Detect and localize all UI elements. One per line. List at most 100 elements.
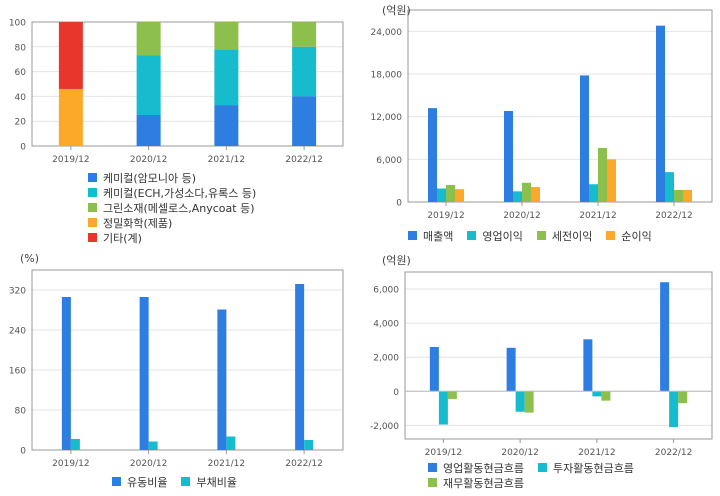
ratios-ytick-label: 160 xyxy=(9,367,26,377)
composition-ytick-label: 0 xyxy=(20,143,26,153)
income-bar-세전이익 xyxy=(674,189,683,202)
cashflow-frame xyxy=(404,271,713,440)
income-bar-영업이익 xyxy=(665,172,674,202)
cashflow-legend-item: 투자활동현금흐름 xyxy=(537,460,634,475)
ratios-xtick-label: 2019/12 xyxy=(52,459,89,469)
income-bar-순이익 xyxy=(607,159,616,202)
ratio-chart-plot: 0 80 160 240 320 2019/12 2020/12 2021/12 2022/12 xyxy=(9,269,344,469)
composition-xtick-label: 2022/12 xyxy=(285,155,322,165)
composition-ytick-label: 20 xyxy=(15,118,27,128)
cashflow-chart-plot: -2,000 0 2,000 4,000 6,000 2019/12 2020/12 2021… xyxy=(370,271,713,458)
ratios-ytick-label: 240 xyxy=(9,327,26,337)
income-ytick-label: 24,000 xyxy=(371,28,403,38)
income-bar-순이익 xyxy=(683,189,692,202)
ratios-legend-label: 부채비율 xyxy=(196,475,237,489)
composition-bar-그린소재-메셀로스-anycoat-등 xyxy=(292,22,317,47)
composition-bar-기타-계 xyxy=(58,22,83,89)
cashflow-bar-투자활동현금흐름 xyxy=(438,391,448,425)
income-bar-세전이익 xyxy=(446,184,455,202)
composition-bar-그린소재-메셀로스-anycoat-등 xyxy=(214,22,239,50)
composition-legend-label: 케미컬(암모니아 등) xyxy=(103,171,197,185)
cashflow-legend-label: 재무활동현금흐름 xyxy=(443,476,524,490)
cashflow-ytick-label: 0 xyxy=(393,388,399,398)
income-unit-label: (억원) xyxy=(382,4,411,17)
income-legend-item: 세전이익 xyxy=(536,228,593,243)
cashflow-chart: (억원) -2,000 0 2,000 4,000 6,000 2019/12 2020/1… xyxy=(360,250,720,496)
income-legend: 매출액 영업이익 세전이익 순이익 xyxy=(408,228,666,243)
income-bar-영업이익 xyxy=(437,188,446,202)
composition-legend-item: 케미컬(암모니아 등) xyxy=(88,170,256,185)
ratios-bar-부채비율 xyxy=(148,441,158,450)
cashflow-xtick-label: 2022/12 xyxy=(655,448,692,458)
composition-bar-케미컬-ech-가성소다-유록스-등 xyxy=(292,46,317,97)
income-xtick-label: 2021/12 xyxy=(579,211,616,221)
cashflow-bar-재무활동현금흐름 xyxy=(524,391,534,413)
income-bar-매출액 xyxy=(504,110,513,202)
composition-bar-케미컬-ech-가성소다-유록스-등 xyxy=(214,49,239,106)
income-bar-세전이익 xyxy=(522,182,531,202)
income-chart: (억원) 0 6,000 12,000 18,000 24,000 2019/12 2020… xyxy=(360,0,720,250)
income-xtick-label: 2022/12 xyxy=(655,211,692,221)
income-legend-label: 순이익 xyxy=(621,229,652,243)
ratios-bar-부채비율 xyxy=(304,440,314,450)
ratios-xtick-label: 2022/12 xyxy=(285,459,322,469)
composition-ytick-label: 80 xyxy=(15,43,27,53)
ratio-unit-label: (%) xyxy=(20,252,40,265)
income-legend-label: 세전이익 xyxy=(551,229,593,243)
composition-bar-정밀화학-제품 xyxy=(58,88,83,146)
income-xtick-label: 2020/12 xyxy=(503,211,540,221)
ratios-legend-swatch xyxy=(181,477,191,486)
ratios-bar-유동비율 xyxy=(61,297,71,450)
ratios-legend-swatch xyxy=(112,477,121,486)
income-ytick-label: 6,000 xyxy=(376,156,402,166)
income-ytick-label: 12,000 xyxy=(371,113,403,123)
income-legend-label: 영업이익 xyxy=(482,229,523,243)
composition-ytick-label: 40 xyxy=(15,93,27,103)
ratio-chart: (%) 0 80 160 240 320 2019/12 2020/12 2021/12 202… xyxy=(0,250,360,496)
composition-ytick-label: 100 xyxy=(9,19,26,29)
composition-chart-plot: 0 20 40 60 80 100 2019/12 2020/12 2021/12 2022/12 xyxy=(9,19,344,165)
income-ytick-label: 0 xyxy=(396,199,402,209)
income-legend-item: 영업이익 xyxy=(467,228,523,243)
income-legend-item: 순이익 xyxy=(606,228,652,243)
ratios-legend-label: 유동비율 xyxy=(127,475,168,489)
composition-xtick-label: 2020/12 xyxy=(130,155,167,165)
income-bar-순이익 xyxy=(531,187,540,202)
cashflow-ytick-label: 4,000 xyxy=(373,320,399,330)
cashflow-legend-item: 재무활동현금흐름 xyxy=(428,475,524,490)
composition-legend: 케미컬(암모니아 등) 케미컬(ECH,가성소다,유록스 등) 그린소재(메셀로스,… xyxy=(88,170,256,245)
ratios-bar-유동비율 xyxy=(139,297,149,450)
ratios-bar-부채비율 xyxy=(226,436,236,450)
income-bar-영업이익 xyxy=(589,184,598,202)
composition-bar-케미컬-암모니아-등 xyxy=(214,105,239,146)
ratios-ytick-label: 80 xyxy=(15,407,27,417)
ratios-bar-유동비율 xyxy=(217,309,227,450)
ratios-xtick-label: 2020/12 xyxy=(130,459,167,469)
ratios-ytick-label: 320 xyxy=(9,287,26,297)
cashflow-legend-swatch xyxy=(428,478,437,487)
composition-bar-케미컬-ech-가성소다-유록스-등 xyxy=(136,55,161,115)
cashflow-bar-투자활동현금흐름 xyxy=(669,391,679,428)
ratios-legend-item: 부채비율 xyxy=(181,474,237,489)
ratios-bar-부채비율 xyxy=(70,439,80,450)
composition-legend-label: 기타(계) xyxy=(103,231,142,245)
composition-legend-swatch xyxy=(88,233,97,242)
income-legend-swatch xyxy=(408,231,417,240)
composition-legend-swatch xyxy=(88,218,97,227)
cashflow-bar-투자활동현금흐름 xyxy=(592,391,602,397)
income-legend-item: 매출액 xyxy=(408,228,453,243)
cashflow-legend-label: 영업활동현금흐름 xyxy=(443,461,524,475)
cashflow-xtick-label: 2020/12 xyxy=(501,448,538,458)
cashflow-bar-영업활동현금흐름 xyxy=(429,346,439,392)
composition-legend-item: 기타(계) xyxy=(88,230,256,245)
cashflow-bar-영업활동현금흐름 xyxy=(506,347,516,392)
ratios-ytick-label: 0 xyxy=(20,447,26,457)
composition-ytick-label: 60 xyxy=(15,68,27,78)
income-legend-swatch xyxy=(606,231,616,240)
composition-xtick-label: 2019/12 xyxy=(52,155,89,165)
cashflow-bar-재무활동현금흐름 xyxy=(447,391,457,399)
composition-xtick-label: 2021/12 xyxy=(208,155,245,165)
cashflow-ytick-label: 2,000 xyxy=(373,354,399,364)
composition-legend-swatch xyxy=(88,203,97,212)
